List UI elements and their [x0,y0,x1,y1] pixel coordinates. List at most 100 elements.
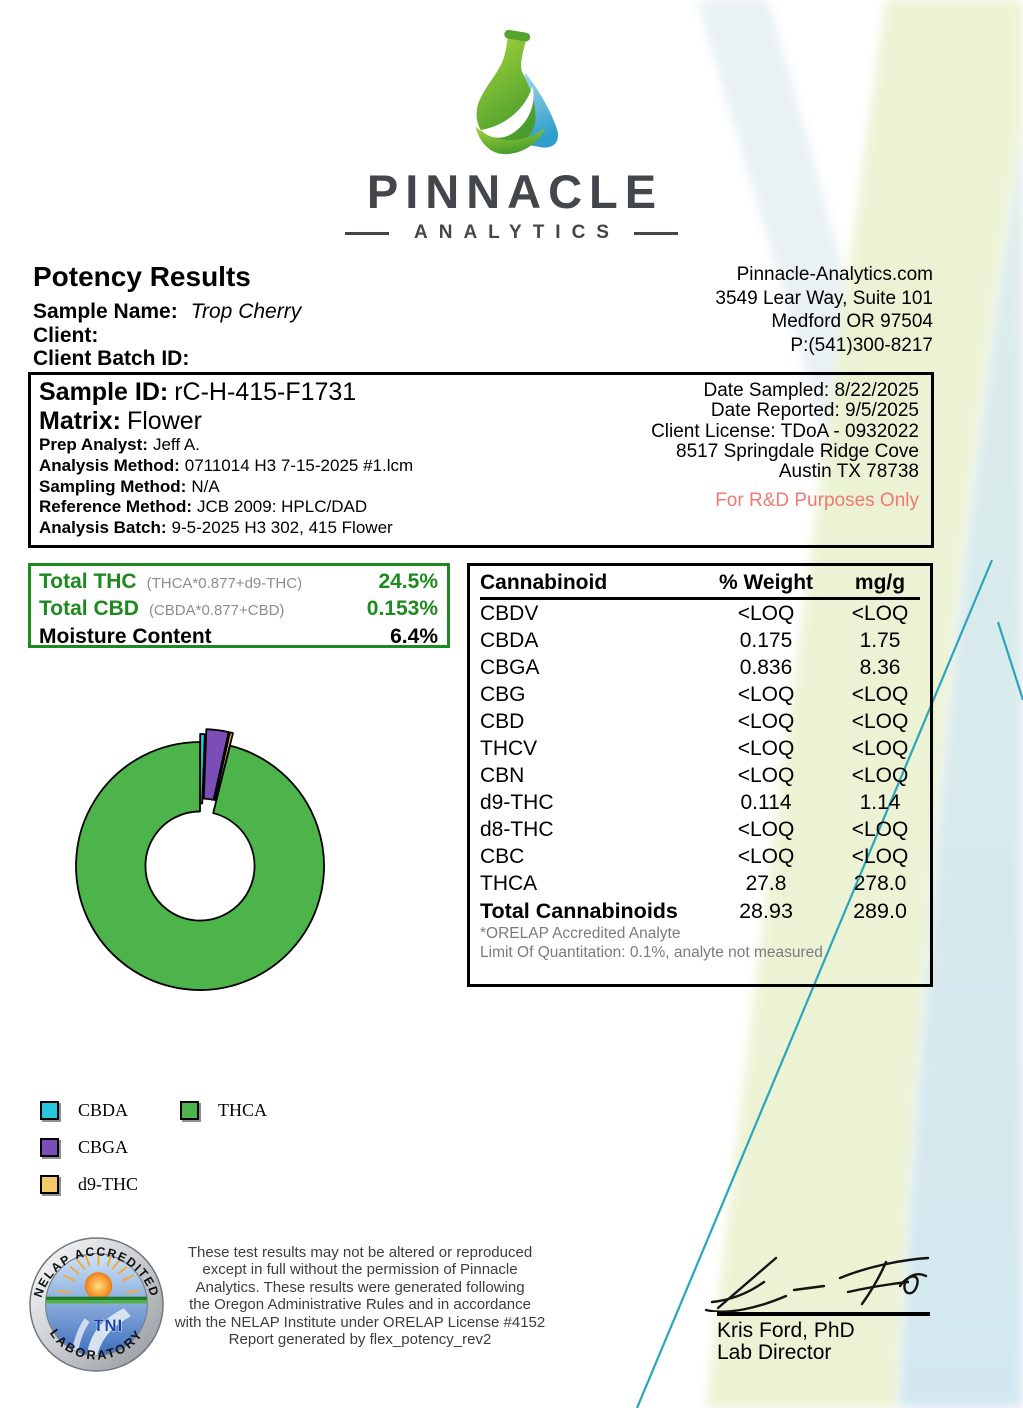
leaf-swoosh [480,86,533,138]
band-blue [898,128,1023,1408]
sun-icon [84,1272,113,1300]
cannabinoid-name: d9-THC [480,791,554,814]
total-thc-value: 24.5% [378,570,438,593]
moisture-label: Moisture Content [39,624,212,648]
road-shape [86,1308,131,1356]
total-cannabinoids-label: Total Cannabinoids [480,899,678,923]
table-row: d9-THC 0.114 1.14 [480,789,920,816]
mgg-value: <LOQ [851,710,909,733]
mgg-value: <LOQ [851,683,909,706]
sample-details: Prep Analyst: Jeff A. Analysis Method: 0711… [39,435,413,539]
percent-weight-value: <LOQ [737,602,795,625]
cannabinoid-name: CBG [480,683,526,706]
total-cbd-value: 0.153% [366,597,438,621]
total-thc-label: Total THC [39,570,137,593]
lab-website: Pinnacle-Analytics.com [736,264,933,285]
mgg-value: <LOQ [851,818,909,841]
teal-accent-line-2 [996,621,1023,701]
sample-meta-line: Austin TX 78738 [778,461,919,483]
sample-id-label: Sample ID: [39,378,169,406]
legend-item-CBDA: CBDA [40,1100,128,1121]
detail-value: 0711014 H3 7-15-2025 #1.lcm [184,455,414,475]
legend-label: CBGA [78,1137,129,1157]
sample-meta-line: Client License: TDoA - 0932022 [651,420,919,442]
cannabinoid-name: CBC [480,845,525,868]
mgg-value: 1.14 [859,791,901,814]
table-row: CBDA 0.175 1.75 [480,627,920,654]
total-cannabinoids-mgg: 289.0 [853,899,907,923]
detail-value: N/A [191,476,220,496]
moisture-row: Moisture Content 6.4% [39,624,438,649]
donut-svg [75,728,325,991]
cannabinoid-name: CBDV [480,602,539,625]
legend-item-CBGA: CBGA [40,1137,128,1158]
table-row: CBGA 0.836 8.36 [480,654,920,681]
detail-label: Analysis Method: [39,455,180,475]
mgg-value: <LOQ [851,602,909,625]
potency-donut-chart [60,726,340,1006]
sample-detail-row: Prep Analyst: Jeff A. [39,435,413,456]
matrix-value: Flower [126,406,202,435]
table-row: CBDV <LOQ <LOQ [480,600,920,627]
percent-weight-value: 0.836 [739,656,793,679]
signer-name: Kris Ford, PhD [717,1319,855,1342]
footnote-loq: Limit Of Quantitation: 0.1%, analyte not… [480,943,823,961]
road-shape-2 [71,1318,90,1356]
total-cannabinoids-row: Total Cannabinoids 28.93 289.0 [480,897,920,925]
accreditation-seal: NELAP ACCREDITED LABORATORY TNI [28,1236,165,1373]
cannabinoid-name: CBGA [480,656,540,679]
table-row: CBD <LOQ <LOQ [480,708,920,735]
leaf-swoosh-green [474,126,545,155]
legend-swatch [180,1101,199,1120]
legend-swatch [40,1101,59,1120]
lab-phone: P:(541)300-8217 [790,334,933,356]
mgg-value: 8.36 [859,656,901,679]
nelap-seal-icon: NELAP ACCREDITED LABORATORY TNI [29,1237,164,1372]
chart-legend: CBDA CBGA d9-THC THCA [36,1094,356,1206]
sample-meta: Date Sampled: 8/22/2025 Date Reported: 9/… [651,380,919,483]
legend-item-THCA: THCA [180,1100,267,1121]
cannabinoid-name: THCA [480,872,538,895]
donut-slice-CBGA [202,728,230,801]
page-title: Potency Results [33,261,251,292]
percent-weight-value: 0.114 [740,791,792,814]
table-row: d8-THC <LOQ <LOQ [480,816,920,843]
cannabinoid-table: Cannabinoid % Weight mg/g CBDV <LOQ <LOQ CB… [467,563,933,987]
client-label: Client: [33,323,99,347]
percent-weight-value: <LOQ [737,764,795,787]
flask-leaf-logo-icon [474,30,558,155]
sample-meta-line: Date Reported: 9/5/2025 [710,400,919,422]
seal-tni-text: TNI [93,1316,123,1335]
sample-meta-line: 8517 Springdale Ridge Cove [676,440,919,462]
lab-contact: Pinnacle-Analytics.com 3549 Lear Way, Su… [715,263,933,357]
signature-scribble [704,1256,930,1312]
percent-weight-value: <LOQ [737,710,795,733]
cannabinoid-name: CBN [480,764,525,787]
table-row: CBG <LOQ <LOQ [480,681,920,708]
legend-label: d9-THC [78,1174,138,1194]
totals-box: Total THC (THCA*0.877+d9-THC) 24.5% Tota… [28,563,450,648]
flask-neck-cap [503,30,530,42]
moisture-value: 6.4% [390,624,438,648]
total-cbd-label: Total CBD [39,597,139,621]
table-row: THCV <LOQ <LOQ [480,735,920,762]
brand-subtitle: ANALYTICS [414,222,620,243]
matrix-label: Matrix: [39,406,121,435]
legend-item-d9-THC: d9-THC [40,1174,138,1195]
mgg-value: <LOQ [851,845,909,868]
header-percent-weight: % Weight [718,571,814,594]
right-dash [633,231,678,235]
mgg-value: 1.75 [859,629,901,652]
table-row: CBC <LOQ <LOQ [480,843,920,870]
table-row: THCA 27.8 278.0 [480,870,920,897]
cannabinoid-name: CBD [480,710,525,733]
legend-label: THCA [218,1100,267,1120]
brand-name: PINNACLE [366,165,664,218]
detail-label: Analysis Batch: [39,518,167,538]
matrix-row: Matrix: Flower [39,407,413,436]
total-thc-row: Total THC (THCA*0.877+d9-THC) 24.5% [39,569,438,596]
mgg-value: <LOQ [851,764,909,787]
detail-value: JCB 2009: HPLC/DAD [197,497,368,517]
legend-swatch [40,1175,59,1194]
cannabinoid-name: d8-THC [480,818,554,841]
